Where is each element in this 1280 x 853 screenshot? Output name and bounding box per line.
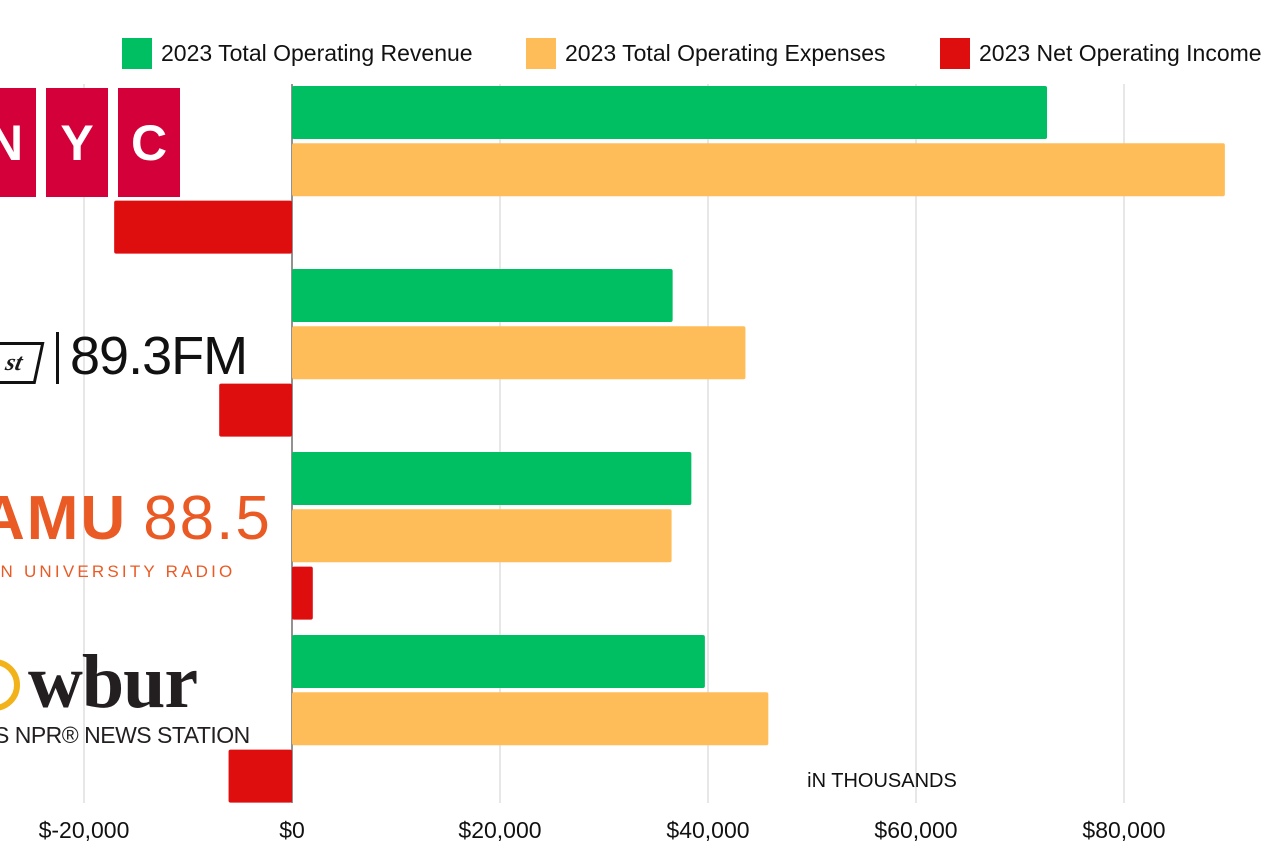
bar-wnyc-2023-net-operating-income bbox=[114, 200, 292, 254]
wamu-name: AMU bbox=[0, 484, 128, 553]
legend-swatch-2023-net-operating-income bbox=[940, 38, 970, 69]
wamu-wordmark: AMU 88.5 bbox=[0, 486, 272, 552]
legend: 2023 Total Operating Revenue 2023 Total O… bbox=[122, 38, 1262, 69]
bar-wbur-2023-net-operating-income bbox=[228, 749, 292, 803]
bar-wamu-88-5-2023-total-operating-expenses bbox=[292, 509, 672, 563]
legend-swatch-2023-total-operating-revenue bbox=[122, 38, 152, 69]
legend-label-2023-net-operating-income: 2023 Net Operating Income bbox=[979, 40, 1262, 66]
bar-wnyc-2023-total-operating-revenue bbox=[292, 86, 1048, 139]
legend-label-2023-total-operating-expenses: 2023 Total Operating Expenses bbox=[565, 40, 886, 66]
wnyc-letter-n: N bbox=[0, 88, 36, 197]
bar-wamu-88-5-2023-net-operating-income bbox=[292, 566, 313, 620]
wamu-frequency: 88.5 bbox=[143, 484, 272, 553]
tick-label-20-000: $-20,000 bbox=[39, 817, 130, 843]
laist-frequency: 89.3FM bbox=[70, 326, 248, 386]
tick-label-60-000: $60,000 bbox=[874, 817, 957, 843]
wbur-wordmark: wbur bbox=[28, 640, 198, 724]
tick-label-0: $0 bbox=[279, 817, 305, 843]
wamu-tagline: AN UNIVERSITY RADIO bbox=[0, 562, 236, 581]
tick-label-20-000: $20,000 bbox=[458, 817, 541, 843]
tick-label-80-000: $80,000 bbox=[1082, 817, 1165, 843]
legend-swatch-2023-total-operating-expenses bbox=[526, 38, 556, 69]
bar-wamu-88-5-2023-total-operating-revenue bbox=[292, 452, 692, 505]
bar-laist-89-3-fm-2023-total-operating-revenue bbox=[292, 269, 673, 322]
bar-wnyc-2023-total-operating-expenses bbox=[292, 143, 1225, 197]
bar-laist-89-3-fm-2023-net-operating-income bbox=[219, 383, 292, 437]
bars bbox=[114, 86, 1225, 803]
wnyc-letter-c: C bbox=[118, 88, 180, 197]
wnyc-letter-y: Y bbox=[46, 88, 108, 197]
bar-laist-89-3-fm-2023-total-operating-expenses bbox=[292, 326, 746, 380]
wbur-tagline: S NPR® NEWS STATION bbox=[0, 722, 250, 748]
bar-wbur-2023-total-operating-revenue bbox=[292, 635, 705, 688]
laist-divider bbox=[56, 332, 59, 384]
bar-wbur-2023-total-operating-expenses bbox=[292, 692, 769, 746]
tick-label-40-000: $40,000 bbox=[666, 817, 749, 843]
x-axis: $-20,000 $0 $20,000 $40,000 $60,000 $80,000 bbox=[39, 817, 1166, 843]
units-annotation: iN THOUSANDS bbox=[807, 770, 957, 792]
legend-label-2023-total-operating-revenue: 2023 Total Operating Revenue bbox=[161, 40, 473, 66]
